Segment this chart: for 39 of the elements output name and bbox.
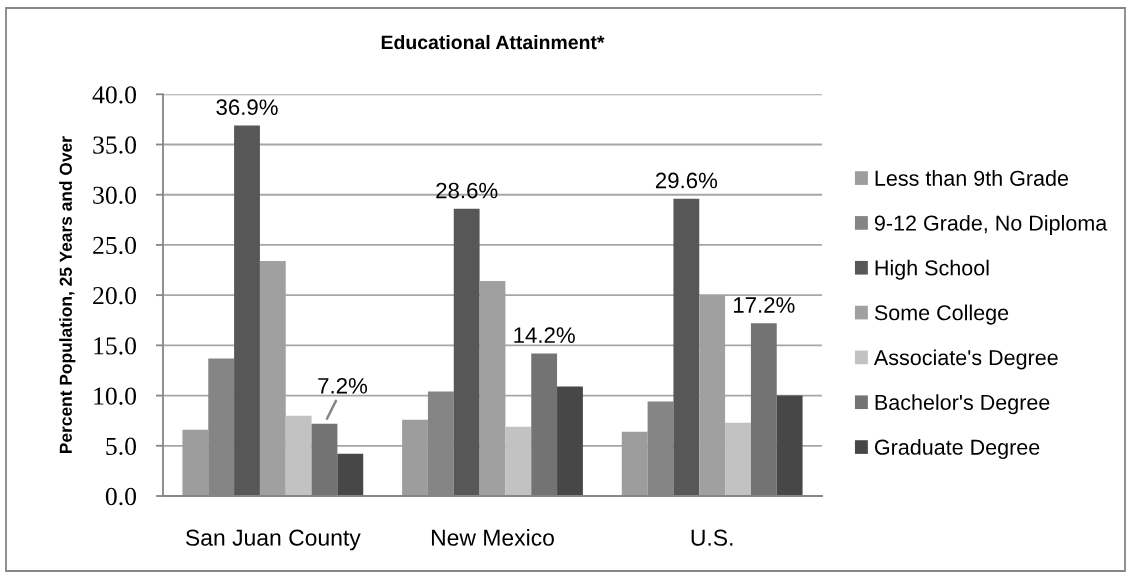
data-label: 14.2% [514, 327, 575, 343]
y-tick-label: 30.0 [93, 186, 137, 205]
bar [673, 198, 700, 496]
y-tick-label: 35.0 [93, 136, 137, 154]
data-label: 17.2% [734, 297, 795, 313]
bar [531, 353, 558, 496]
bar [337, 453, 364, 496]
legend-label: Some College [874, 304, 1009, 325]
y-tick-label: 25.0 [93, 236, 137, 255]
legend-label: Bachelor's Degree [875, 394, 1050, 415]
bar [311, 423, 338, 496]
y-tick-label: 10.0 [94, 387, 137, 405]
y-tick-label: 5.0 [106, 437, 137, 456]
bar [725, 422, 751, 496]
data-label: 28.6% [436, 182, 498, 199]
legend-label: Associate's Degree [873, 349, 1058, 370]
bar [453, 208, 480, 496]
x-tick-label: New Mexico [431, 529, 554, 546]
y-axis-title: Percent Population, 25 Years and Over [59, 136, 76, 454]
bar [505, 426, 532, 496]
bar [557, 386, 583, 496]
bar [234, 125, 260, 496]
legend-label: High School [875, 259, 989, 280]
x-tick-label: San Juan County [185, 529, 361, 551]
data-label: 29.6% [655, 172, 718, 189]
bar [750, 323, 777, 496]
legend-label: Less than 9th Grade [875, 170, 1069, 186]
data-label: 7.2% [318, 377, 368, 394]
x-tick-label: U.S. [691, 529, 733, 546]
data-label: 36.9% [216, 99, 278, 116]
bar [776, 395, 803, 496]
y-tick-label: 0.0 [105, 487, 137, 506]
legend-label: Graduate Degree [874, 439, 1040, 460]
legend-label: 9-12 Grade, No Diploma [874, 214, 1108, 235]
y-tick-label: 15.0 [94, 337, 137, 355]
bar [285, 415, 312, 496]
y-tick-label: 40.0 [92, 86, 137, 104]
chart-title: Educational Attainment* [381, 34, 605, 50]
y-tick-label: 20.0 [93, 286, 137, 305]
